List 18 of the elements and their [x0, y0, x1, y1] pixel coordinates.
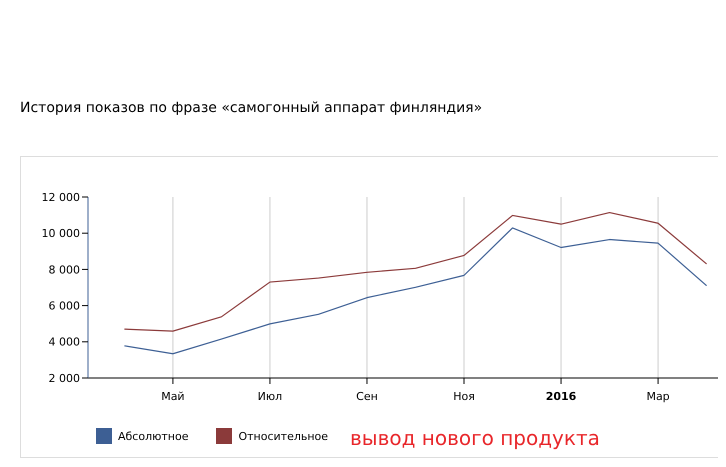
y-tick-label: 6 000	[48, 300, 80, 313]
line-series	[124, 227, 708, 354]
y-tick-label: 12 000	[42, 190, 80, 204]
legend-label: Абсолютное	[118, 430, 188, 442]
x-tick-label: Мар	[646, 390, 670, 403]
x-tick-label: Ноя	[453, 390, 475, 403]
y-tick-label: 4 000	[48, 336, 80, 349]
x-tick-label: Сен	[356, 390, 378, 403]
x-tick-label: Май	[161, 390, 185, 403]
x-tick-label: Июл	[258, 390, 282, 403]
legend-label: Относительное	[238, 430, 328, 442]
line-series	[124, 212, 708, 332]
x-tick-label: 2016	[546, 390, 577, 403]
chart-title: История показов по фразе «самогонный аппарат финляндия»	[20, 100, 482, 116]
y-tick-label: 8 000	[48, 263, 80, 276]
y-tick-label: 2 000	[48, 372, 80, 385]
y-tick-label: 10 000	[42, 227, 80, 240]
text: вывод нового продукта	[350, 426, 600, 450]
